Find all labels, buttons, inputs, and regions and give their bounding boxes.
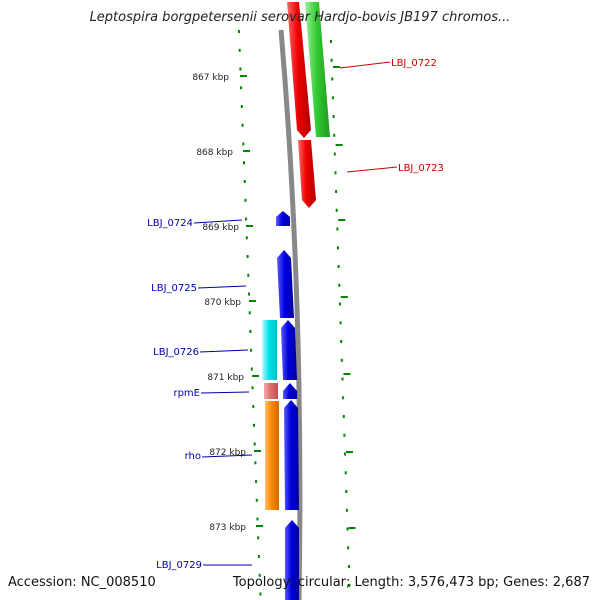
- ring-dot: [240, 86, 243, 90]
- ring-dot: [340, 358, 343, 362]
- tick-label-868: 868 kbp: [196, 148, 233, 158]
- ring-dot: [251, 386, 254, 390]
- ring-dot: [348, 583, 351, 587]
- ring-dot: [339, 321, 342, 325]
- ring-dot: [256, 517, 259, 521]
- gene-label-lbj-0724[interactable]: LBJ_0724: [147, 218, 193, 229]
- tick-label-870: 870 kbp: [204, 298, 241, 308]
- outer-dotted-ring: [330, 40, 356, 587]
- ring-dot: [259, 592, 262, 596]
- ring-dot: [342, 415, 345, 418]
- tick-label-871: 871 kbp: [207, 373, 244, 383]
- ring-dot: [346, 527, 349, 531]
- ring-dot: [244, 198, 247, 202]
- ring-dot: [240, 105, 243, 108]
- cds-lbj-0722: [287, 2, 311, 138]
- ring-dot: [238, 48, 241, 52]
- ring-dot: [344, 452, 346, 456]
- ring-dot: [252, 405, 255, 408]
- genome-title: Leptospira borgpetersenii serovar Hardjo…: [89, 10, 511, 25]
- ring-dot: [335, 190, 338, 193]
- ring-dot: [239, 67, 242, 71]
- gene-label-rpme[interactable]: rpmE: [173, 388, 200, 399]
- kbp-ticks: [240, 75, 263, 527]
- ring-dot: [331, 96, 334, 100]
- tick-label-867: 867 kbp: [192, 73, 229, 83]
- ring-dot: [336, 227, 339, 231]
- ring-dot: [335, 208, 338, 212]
- ring-dot: [337, 246, 339, 250]
- ring-dot: [347, 565, 350, 568]
- reverse-gene-labels: LBJ_0724 LBJ_0725 LBJ_0726 rpmE rho LBJ_…: [147, 218, 253, 571]
- ring-dot: [333, 152, 336, 156]
- cds-lbj-0726: [281, 320, 297, 380]
- accession-text: Accession: NC_008510: [8, 575, 156, 590]
- genome-summary-text: Topology: circular; Length: 3,576,473 bp…: [232, 575, 590, 590]
- cds-rho: [284, 400, 299, 510]
- ring-dot: [258, 573, 261, 577]
- cds-lbj-0723: [298, 140, 316, 208]
- gene-label-lbj-0723[interactable]: LBJ_0723: [398, 163, 444, 174]
- gene-label-rho[interactable]: rho: [185, 451, 201, 462]
- ring-dot: [345, 490, 348, 493]
- cds-lbj-0725: [277, 250, 294, 318]
- tick-label-872: 872 kbp: [209, 448, 246, 458]
- ring-dot: [343, 433, 346, 437]
- ring-dot: [342, 396, 345, 400]
- ring-dot: [330, 58, 333, 62]
- ring-dot: [253, 423, 255, 427]
- gene-label-lbj-0729[interactable]: LBJ_0729: [156, 560, 202, 571]
- ring-dot: [243, 180, 246, 183]
- ring-dot: [247, 273, 250, 277]
- ring-dot: [330, 40, 332, 43]
- ring-dot: [257, 536, 260, 540]
- ring-dot: [254, 461, 257, 465]
- backbone-arc: [278, 29, 303, 600]
- cds-lbj-0729: [285, 520, 299, 600]
- ring-dot: [248, 311, 251, 315]
- ring-dot: [243, 161, 245, 165]
- ring-dot: [334, 171, 337, 175]
- ring-dot: [242, 142, 245, 146]
- ring-dot: [255, 498, 258, 502]
- ring-dot: [333, 133, 336, 137]
- gene-label-lbj-0722[interactable]: LBJ_0722: [391, 58, 437, 69]
- tick-label-873: 873 kbp: [209, 523, 246, 533]
- ring-dot: [337, 265, 340, 268]
- gene-label-lbj-0726[interactable]: LBJ_0726: [153, 347, 199, 358]
- ring-dot: [257, 555, 260, 558]
- cog-bar-green: [305, 2, 330, 137]
- kbp-tick-labels: 867 kbp 868 kbp 869 kbp 870 kbp 871 kbp …: [192, 73, 246, 533]
- ring-dot: [246, 255, 249, 258]
- ring-dot: [331, 77, 334, 81]
- cds-lbj-0724: [276, 211, 290, 226]
- ring-dot: [250, 367, 253, 371]
- ring-dot: [248, 292, 250, 296]
- ring-dot: [332, 115, 335, 118]
- cog-bar-cyan: [262, 320, 277, 380]
- gene-label-lbj-0725[interactable]: LBJ_0725: [151, 283, 197, 294]
- cog-bar-pink: [264, 383, 278, 399]
- ring-dot: [245, 217, 248, 221]
- forward-gene-labels: LBJ_0722 LBJ_0723: [339, 58, 444, 174]
- cog-bar-orange: [265, 401, 279, 510]
- ring-dot: [338, 302, 341, 306]
- ring-dot: [241, 123, 244, 127]
- ring-dot: [341, 377, 344, 381]
- ring-dot: [344, 471, 347, 475]
- ring-dot: [345, 508, 348, 512]
- ring-dot: [338, 283, 341, 287]
- ring-dot: [255, 480, 258, 483]
- tick-label-869: 869 kbp: [202, 223, 239, 233]
- inner-dotted-ring: [238, 30, 262, 596]
- ring-dot: [245, 236, 248, 240]
- ring-dot: [250, 348, 253, 352]
- ring-dot: [249, 330, 252, 333]
- ring-dot: [347, 546, 350, 550]
- ring-dot: [238, 30, 240, 33]
- ring-dot: [253, 442, 256, 446]
- ring-dot: [340, 340, 343, 343]
- cds-rpme: [283, 383, 297, 399]
